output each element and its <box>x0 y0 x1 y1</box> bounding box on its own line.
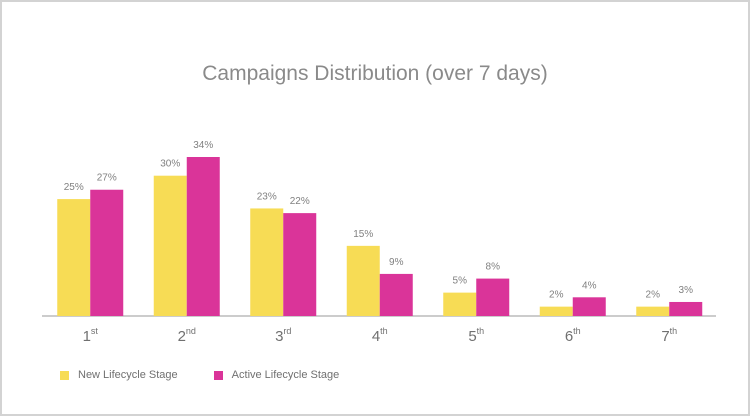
chart-title: Campaigns Distribution (over 7 days) <box>202 62 548 85</box>
data-label-new-2: 30% <box>160 159 180 170</box>
legend-swatch-new <box>60 370 69 380</box>
x-tick-label-6: 6th <box>565 326 581 345</box>
data-label-active-5: 8% <box>486 262 501 273</box>
bar-new-3 <box>250 208 284 316</box>
bars-group <box>57 157 703 316</box>
bar-active-6 <box>572 297 606 316</box>
legend-item-new: New Lifecycle Stage <box>60 369 178 381</box>
data-label-active-2: 34% <box>193 140 213 151</box>
legend-label-active: Active Lifecycle Stage <box>231 369 340 381</box>
data-label-new-5: 5% <box>453 276 468 287</box>
data-label-new-7: 2% <box>646 290 661 301</box>
data-label-active-6: 4% <box>582 280 597 291</box>
x-tick-label-5: 5th <box>468 326 484 345</box>
bar-new-1 <box>57 199 91 316</box>
legend-item-active: Active Lifecycle Stage <box>213 369 340 381</box>
data-label-new-4: 15% <box>353 229 373 240</box>
x-tick-label-4: 4th <box>372 326 388 345</box>
bar-new-7 <box>636 306 670 316</box>
data-label-active-3: 22% <box>290 196 310 207</box>
data-label-active-1: 27% <box>97 173 117 184</box>
x-tick-label-7: 7th <box>661 326 677 345</box>
bar-new-6 <box>539 306 573 316</box>
x-tick-label-1: 1st <box>83 326 99 345</box>
bar-new-2 <box>153 175 187 316</box>
bar-active-3 <box>283 213 317 316</box>
data-label-active-7: 3% <box>679 285 694 296</box>
legend-label-new: New Lifecycle Stage <box>78 369 178 381</box>
bar-active-4 <box>379 273 413 316</box>
bar-active-7 <box>669 301 703 316</box>
legend-swatch-active <box>213 370 223 380</box>
x-tick-label-2: 2nd <box>178 326 196 345</box>
bar-new-4 <box>346 245 380 316</box>
bar-new-5 <box>443 292 477 316</box>
x-tick-labels-group: 1st 2nd 3rd 4th 5th 6th 7th <box>83 326 678 345</box>
data-label-new-3: 23% <box>257 191 277 202</box>
bar-active-2 <box>186 157 220 316</box>
data-label-new-1: 25% <box>64 182 84 193</box>
bar-active-5 <box>476 278 510 316</box>
data-label-active-4: 9% <box>389 257 404 268</box>
bar-active-1 <box>90 189 124 316</box>
legend: New Lifecycle Stage Active Lifecycle Sta… <box>60 369 375 381</box>
data-label-new-6: 2% <box>549 290 564 301</box>
x-tick-label-3: 3rd <box>275 326 291 345</box>
data-labels-group: 25% 27% 30% 34% 23% 22% 15% 9% 5% 8% 2% 4% 2% 3% <box>64 140 693 301</box>
